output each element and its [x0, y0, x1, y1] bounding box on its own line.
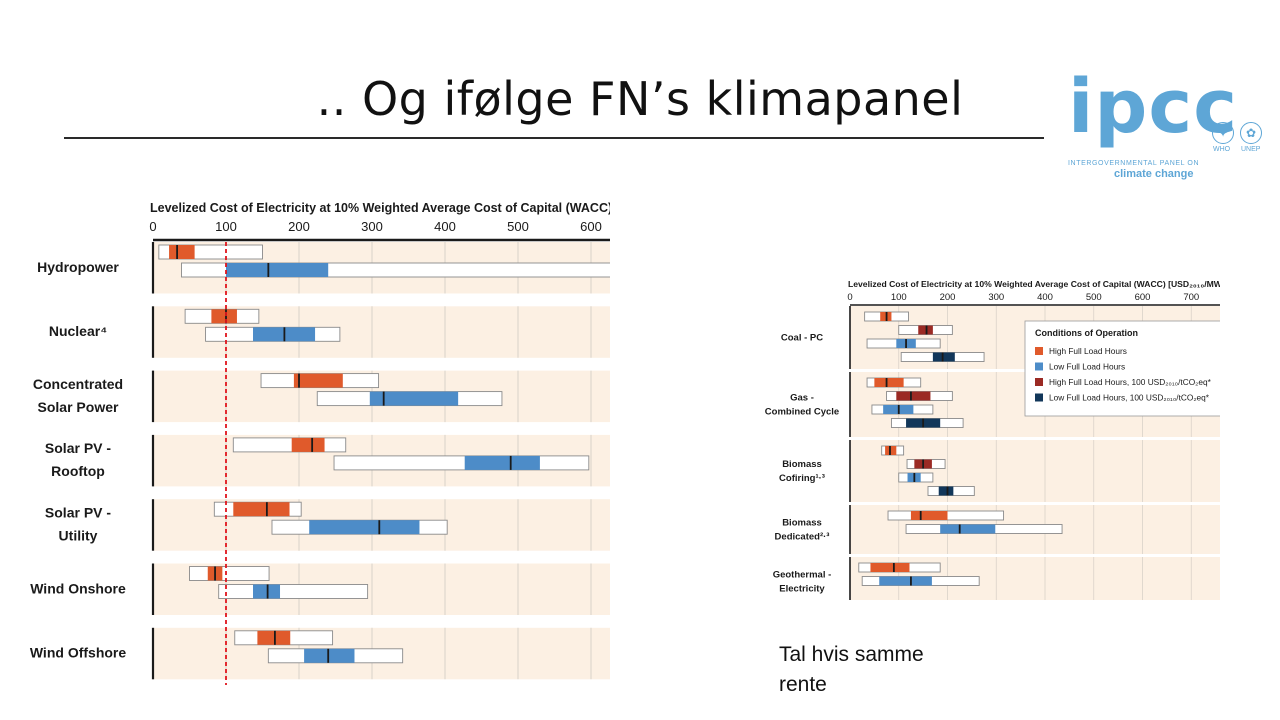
x-tick-label: 600: [580, 219, 602, 234]
bar-low-co2-interquartile: [938, 486, 954, 496]
legend-item-label: Low Full Load Hours, 100 USD₂₀₁₀/tCO₂eq*: [1049, 393, 1210, 403]
x-tick-label: 400: [434, 219, 456, 234]
ipcc-wordmark: ipcc: [1068, 64, 1239, 150]
group-label: Biomass: [782, 518, 822, 529]
bar-high-full-load-interquartile: [257, 630, 291, 645]
legend-swatch: [1035, 393, 1043, 402]
group-label: Electricity: [779, 584, 825, 595]
bar-low-full-load-full-range: [333, 455, 590, 471]
lcoe-chart-renewables: Levelized Cost of Electricity at 10% Wei…: [30, 201, 610, 685]
category-label: Nuclear⁴: [49, 323, 107, 339]
x-tick-label: 0: [847, 292, 852, 303]
bar-high-full-load-interquartile: [233, 502, 290, 517]
group-label: Coal - PC: [781, 333, 823, 344]
legend-swatch: [1035, 347, 1043, 355]
x-tick-label: 100: [215, 219, 237, 234]
note-text: Tal hvis samme rente: [779, 640, 979, 700]
bar-low-co2-interquartile: [932, 352, 955, 362]
x-tick-label: 600: [1135, 292, 1151, 303]
category-label: Wind Offshore: [30, 645, 127, 661]
x-tick-label: 0: [149, 219, 156, 234]
group-label: Geothermal -: [773, 570, 832, 581]
x-tick-label: 300: [361, 219, 383, 234]
x-tick-label: 200: [288, 219, 310, 234]
bar-low-interquartile: [940, 524, 996, 534]
chart-title: Levelized Cost of Electricity at 10% Wei…: [848, 279, 1220, 289]
category-label: Solar PV -: [45, 440, 111, 456]
bar-high-interquartile: [874, 378, 904, 387]
bar-low-interquartile: [879, 576, 932, 586]
x-tick-label: 300: [988, 292, 1004, 303]
category-label: Solar PV -: [45, 504, 111, 520]
x-tick-label: 400: [1037, 292, 1053, 303]
bar-high-full-load-interquartile: [169, 245, 195, 259]
ipcc-subtitle-line1: INTERGOVERNMENTAL PANEL ON: [1068, 160, 1200, 167]
bar-low-full-load-interquartile: [369, 391, 459, 406]
ipcc-subtitle-line2: climate change: [1114, 168, 1194, 180]
ipcc-logo: ipcc INTERGOVERNMENTAL PANEL ON climate …: [1066, 64, 1266, 184]
bar-low-full-load-interquartile: [464, 455, 540, 470]
x-tick-label: 700: [1183, 292, 1199, 303]
chart-title: Levelized Cost of Electricity at 10% Wei…: [150, 201, 610, 215]
category-label: Hydropower: [37, 259, 119, 275]
bar-high-full-load-full-range: [232, 437, 347, 453]
note-line-2: rente: [779, 673, 827, 696]
bar-high-full-load-interquartile: [291, 437, 325, 452]
group-label: Cofiring¹·³: [779, 473, 825, 484]
unep-label: UNEP: [1241, 146, 1261, 153]
group-label: Dedicated²·³: [775, 532, 830, 543]
bar-high-co2-interquartile: [896, 391, 931, 401]
bar-low-full-load-interquartile: [253, 584, 281, 599]
legend-box: [1024, 320, 1220, 417]
bar-high-interquartile: [870, 563, 910, 572]
bar-low-full-load-interquartile: [309, 520, 420, 535]
category-label: Wind Onshore: [30, 580, 126, 596]
slide-title: .. Og ifølge FN’s klimapanel: [316, 72, 964, 126]
category-label: Concentrated: [33, 376, 123, 392]
legend-swatch: [1035, 362, 1043, 371]
group-band: [850, 440, 1220, 502]
x-tick-label: 100: [891, 292, 907, 303]
who-emblem-icon: ✦: [1212, 122, 1234, 144]
bar-high-interquartile: [910, 511, 948, 520]
note-line-1: Tal hvis samme: [779, 643, 924, 666]
legend-item-label: High Full Load Hours: [1049, 346, 1127, 356]
category-label: Utility: [59, 527, 98, 543]
group-label: Gas -: [790, 393, 814, 404]
legend-item-label: High Full Load Hours, 100 USD₂₀₁₀/tCO₂eq…: [1049, 377, 1212, 387]
category-label: Rooftop: [51, 463, 105, 479]
x-tick-label: 500: [1086, 292, 1102, 303]
unep-emblem-icon: ✿: [1240, 122, 1262, 144]
bar-low-full-load-full-range: [218, 584, 369, 599]
bar-high-full-load-interquartile: [293, 373, 343, 388]
category-label: Solar Power: [38, 399, 119, 415]
title-underline: [64, 137, 1044, 139]
legend-item-label: Low Full Load Hours: [1049, 362, 1125, 372]
legend-title: Conditions of Operation: [1035, 328, 1138, 338]
bar-high-co2-interquartile: [918, 325, 933, 335]
bar-low-full-load-interquartile: [226, 263, 329, 277]
legend-swatch: [1035, 378, 1043, 386]
lcoe-chart-fossil-biomass: Levelized Cost of Electricity at 10% Wei…: [765, 279, 1220, 600]
x-tick-label: 500: [507, 219, 529, 234]
bar-high-full-load-full-range: [189, 566, 270, 581]
who-label: WHO: [1213, 146, 1231, 153]
group-label: Combined Cycle: [765, 407, 839, 418]
x-tick-label: 200: [940, 292, 956, 303]
group-label: Biomass: [782, 459, 822, 470]
bar-high-full-load-interquartile: [211, 309, 237, 324]
bar-low-full-load-interquartile: [304, 648, 355, 663]
